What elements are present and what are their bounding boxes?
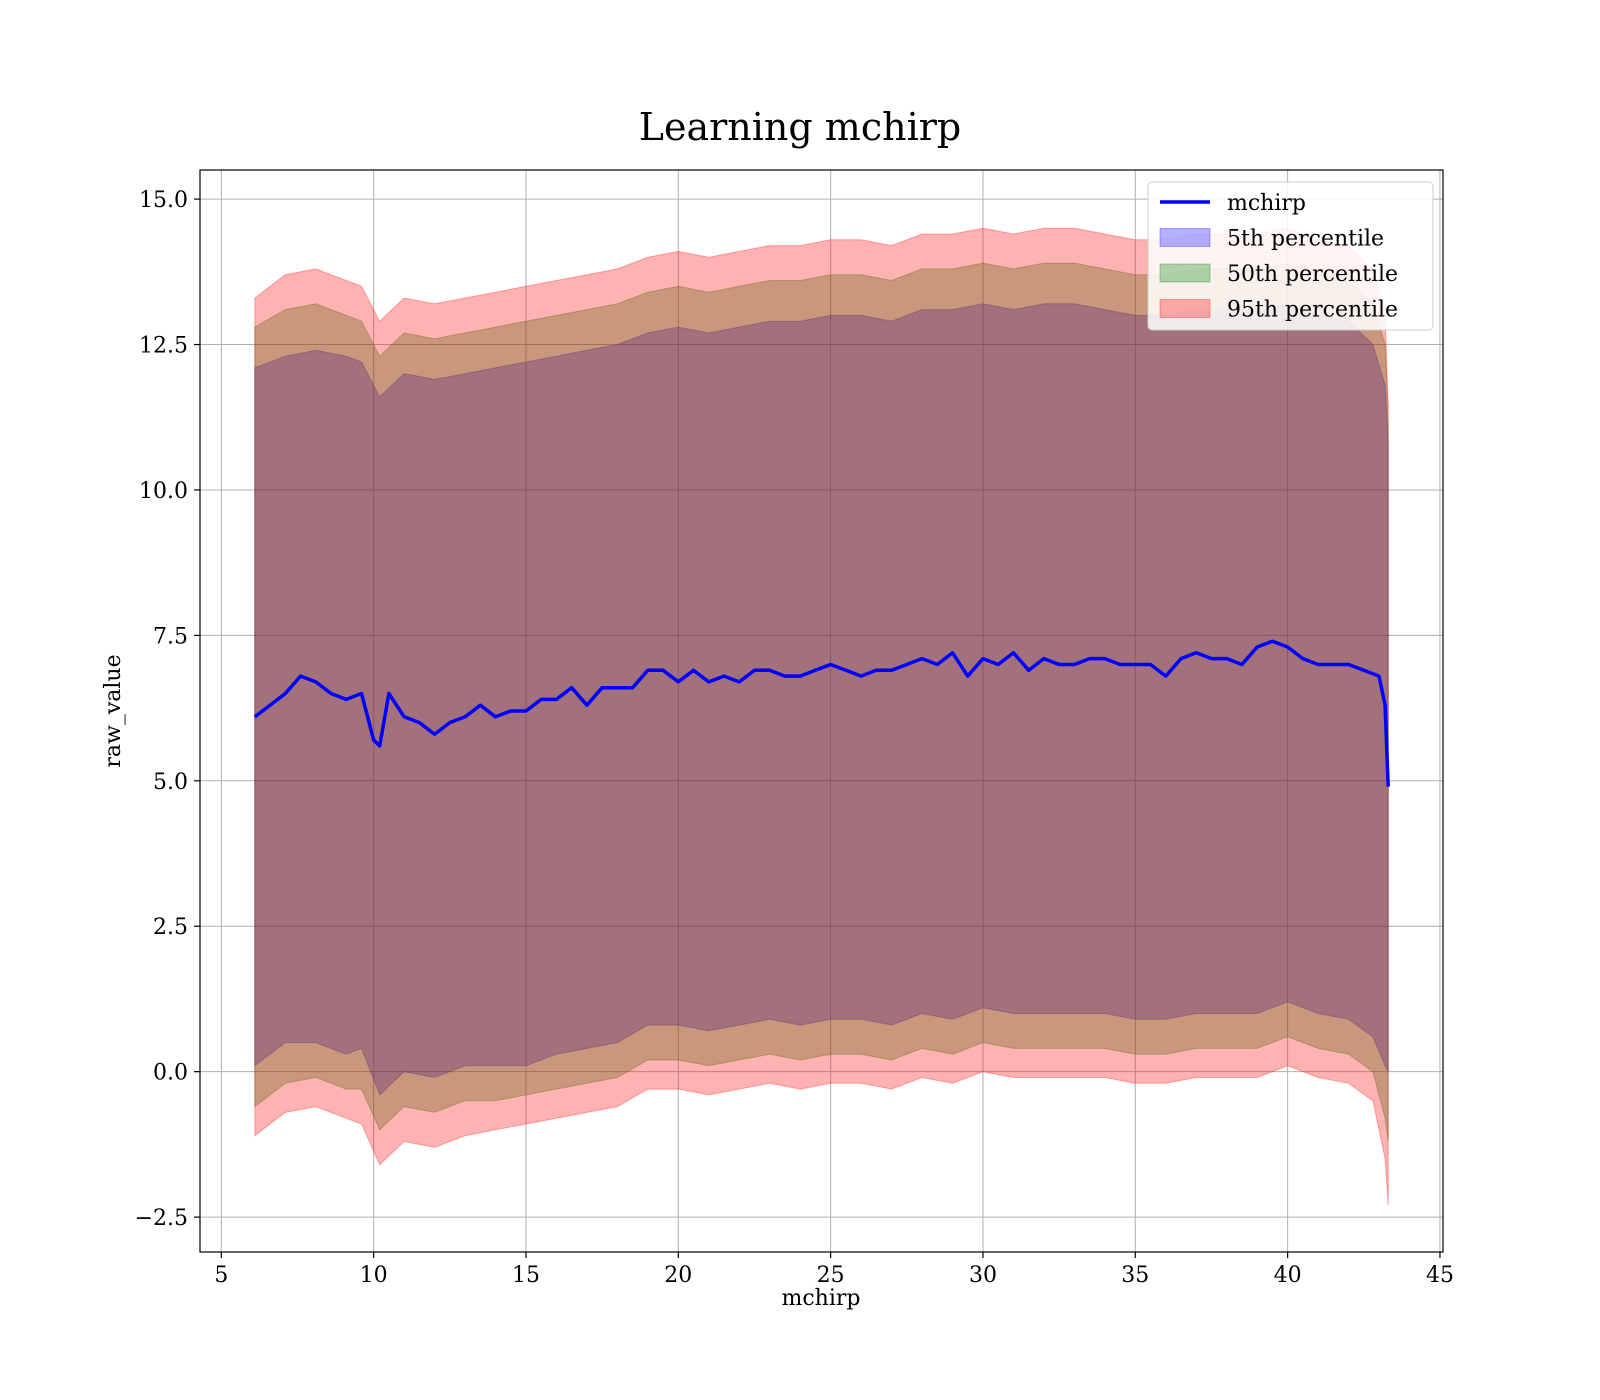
legend-entry-label: 50th percentile — [1227, 262, 1398, 287]
line-mchirp — [253, 639, 1390, 787]
y-tick-label: 0.0 — [153, 1061, 188, 1086]
legend-entry-label: 5th percentile — [1227, 227, 1384, 252]
y-tick-label: 2.5 — [153, 915, 188, 940]
x-tick-label: 15 — [512, 1263, 540, 1288]
band-50th-percentile — [254, 262, 1389, 1142]
legend: mchirp 5th percentile 50th percentile 95th … — [1147, 181, 1434, 331]
series-lines — [253, 639, 1390, 787]
y-tick-label: 7.5 — [153, 624, 188, 649]
percentile-bands — [254, 227, 1389, 1206]
x-tick-label: 35 — [1121, 1263, 1149, 1288]
y-tick-label: 15.0 — [139, 188, 188, 213]
legend-swatch-patch — [1159, 263, 1211, 283]
legend-entry-label: 95th percentile — [1227, 298, 1398, 323]
legend-swatch-patch — [1159, 299, 1211, 318]
y-tick-label: 12.5 — [139, 334, 188, 359]
y-axis-ticks: −2.5 0.0 2.5 5.0 7.5 10.0 12.5 15.0 — [135, 188, 200, 1231]
chart-title: Learning mchirp — [639, 105, 961, 149]
legend-box — [1147, 181, 1434, 331]
y-tick-label: 5.0 — [153, 770, 188, 795]
legend-entry-label: mchirp — [1227, 191, 1306, 216]
x-tick-label: 20 — [664, 1263, 692, 1288]
band-95th-percentile — [254, 227, 1389, 1206]
x-tick-label: 45 — [1426, 1263, 1454, 1288]
plot-frame — [199, 169, 1444, 1253]
x-tick-label: 5 — [214, 1263, 228, 1288]
x-tick-label: 10 — [360, 1263, 388, 1288]
y-tick-label: 10.0 — [139, 479, 188, 504]
x-axis-label: mchirp — [782, 1286, 861, 1311]
legend-swatch-patch — [1159, 228, 1211, 247]
grid — [200, 170, 1443, 1252]
y-axis-label: raw_value — [101, 654, 126, 767]
x-tick-label: 25 — [817, 1263, 845, 1288]
x-axis-ticks: 5 10 15 20 25 30 35 40 45 — [214, 1252, 1454, 1288]
x-tick-label: 30 — [969, 1263, 997, 1288]
x-tick-label: 40 — [1274, 1263, 1302, 1288]
band-5th-percentile — [254, 303, 1389, 1096]
y-tick-label: −2.5 — [135, 1206, 188, 1231]
